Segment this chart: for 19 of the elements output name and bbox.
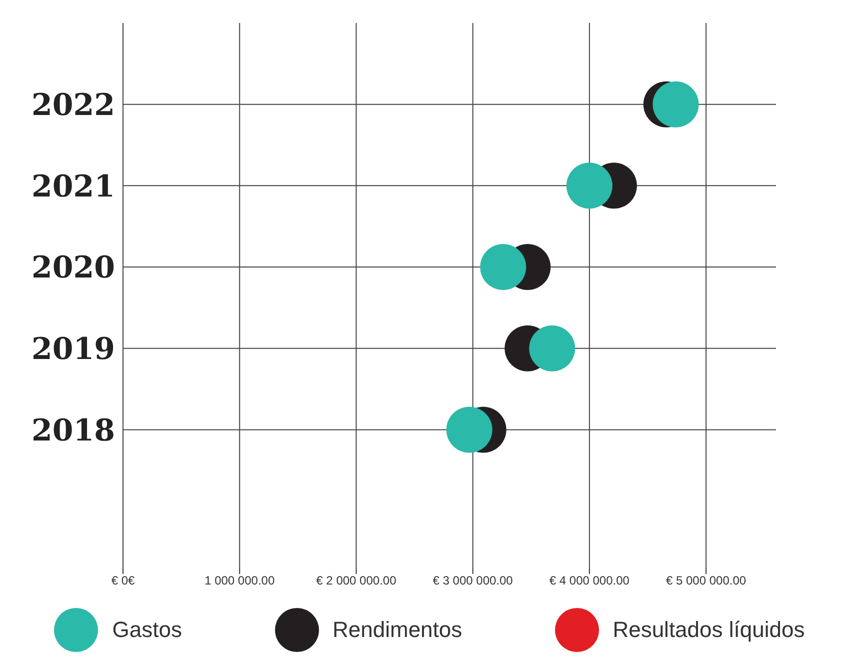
legend-label: Resultados líquidos <box>612 617 805 643</box>
y-tick-label: 2022 <box>32 88 115 123</box>
point <box>480 244 526 290</box>
y-tick-label: 2018 <box>32 413 115 448</box>
x-tick-label: 1 000 000.00 <box>204 574 275 588</box>
point <box>652 81 699 128</box>
x-tick-label: € 4 000 000.00 <box>549 574 630 588</box>
y-tick-label: 2019 <box>32 332 115 368</box>
legend-label: Gastos <box>112 617 182 643</box>
x-tick-label: € 0€ <box>111 574 135 588</box>
legend-label: Rendimentos <box>332 617 462 643</box>
x-tick-label: € 5 000 000.00 <box>666 574 746 588</box>
point <box>446 406 492 453</box>
point <box>566 162 612 209</box>
x-tick-label: € 3 000 000.00 <box>432 574 514 588</box>
point <box>529 325 576 372</box>
y-tick-label: 2020 <box>32 250 115 286</box>
x-tick-label: € 2 000 000.00 <box>316 574 397 588</box>
y-tick-label: 2021 <box>32 169 115 204</box>
